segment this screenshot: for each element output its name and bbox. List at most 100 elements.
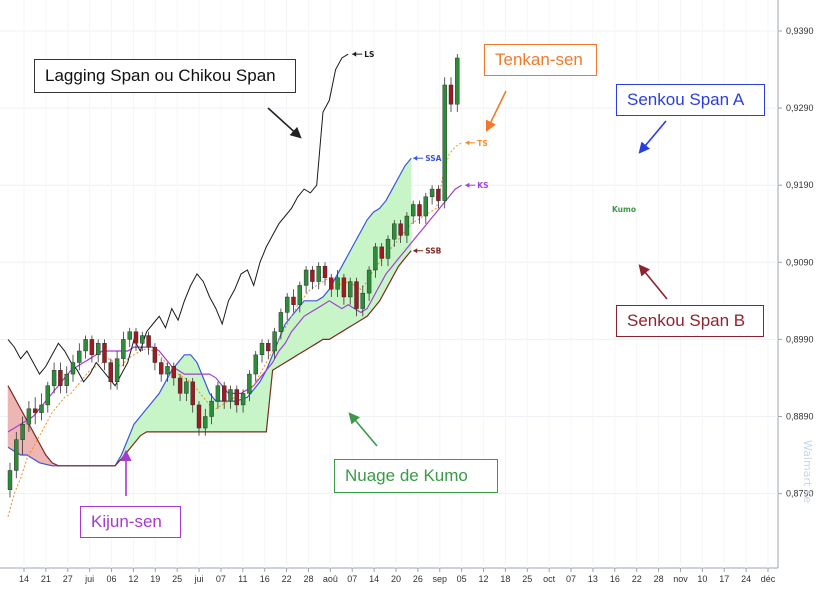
candle-up [297,285,302,305]
candle-up [442,84,447,201]
candle-down [341,277,347,298]
date-tick-label: 28 [654,574,664,584]
line-tags: TS KS SSA SSB LS Kumo [352,50,636,256]
candle-up [303,269,309,286]
date-tick-label: 16 [610,574,620,584]
candle-down [190,381,195,406]
candle-up [203,416,208,429]
date-tick-label: 20 [391,574,401,584]
ssb-tag-arrow-icon [413,248,418,254]
candle-down [417,204,422,217]
candle-up [348,281,353,298]
candle-down [448,84,454,105]
candle-up [45,385,50,406]
candle-up [385,238,391,259]
lagging-arrow [267,107,302,139]
date-tick-label: jui [84,574,94,584]
candle-up [127,331,132,340]
candle-up [70,362,76,375]
ls-tag-arrow-icon [352,51,357,57]
date-tick-label: 27 [63,574,73,584]
candle-up [373,246,378,271]
indicator-lines [7,53,462,517]
candle-up [83,339,88,352]
candle-up [360,292,365,309]
candle-up [77,350,82,363]
ls-tag-label: LS [364,50,374,59]
date-tick-label: jui [194,574,204,584]
candle-up [26,408,32,425]
date-tick-label: 05 [457,574,467,584]
candle-up [392,223,397,240]
kumo-arrow [348,412,378,447]
kumo-bull-segment [228,400,236,433]
candle-up [7,470,13,490]
date-tick-label: 12 [128,574,138,584]
kumo-bull-segment [221,400,229,433]
kumo-bull-segment [310,300,317,348]
candle-up [411,204,416,217]
candle-up [423,196,428,217]
candle-down [398,223,403,236]
date-tick-label: 13 [588,574,598,584]
candle-down [354,281,359,309]
date-tick-label: 26 [413,574,423,584]
kumo-bull-segment [215,400,223,433]
senkou-span-b-line [7,250,412,467]
candle-down [171,366,177,379]
price-tick-label: 0,9190 [786,180,814,190]
candle-down [102,343,107,363]
candle-down [133,331,139,344]
date-tick-label: 06 [107,574,117,584]
ts-tag-label: TS [477,139,488,148]
price-tick-label: 0,9290 [786,103,814,113]
date-tick-label: 07 [566,574,576,584]
date-tick-label: déc [761,574,776,584]
kumo-bull-segment [316,296,324,344]
candle-down [322,265,328,278]
kumo-bull-segment [158,381,166,433]
watermark-text: Walmart Ke [801,440,814,504]
date-tick-label: 12 [479,574,489,584]
price-tick-label: 0,9090 [786,257,814,267]
ssa-tag-label: SSA [425,154,441,163]
candle-up [259,343,265,356]
price-axis: 0,9390 0,9290 0,9190 0,9090 0,8990 0,8890 0,87… [778,26,814,499]
senkou-a-arrow [638,120,667,154]
candle-up [240,393,246,406]
candle-down [146,335,151,348]
candle-down [329,277,334,290]
candle-up [404,215,410,236]
candle-down [234,389,240,406]
candle-up [253,354,258,375]
date-tick-label: aoû [323,574,338,584]
senkou-span-a-callout: Senkou Span A [616,84,765,116]
candle-up [272,331,277,352]
date-tick-label: nov [673,574,688,584]
candle-up [228,389,233,402]
candle-up [366,269,372,294]
candle-down [196,404,202,429]
candle-up [247,373,252,394]
candle-up [39,404,44,413]
kumo-label: Kumo [612,205,636,214]
kumo-bull-segment [253,381,261,433]
candlesticks [7,54,460,498]
price-tick-label: 0,8790 [786,489,814,499]
candle-down [310,269,315,282]
candle-up [51,370,57,386]
candle-down [33,408,38,413]
candle-down [221,385,227,402]
candle-up [285,296,290,313]
price-tick-label: 0,8890 [786,412,814,422]
kumo-bull-segment [297,300,305,356]
candle-down [58,370,63,386]
date-tick-label: 16 [260,574,270,584]
date-tick-label: 07 [347,574,357,584]
ks-tag-arrow-icon [465,182,470,188]
candle-down [379,246,384,259]
candle-up [140,335,145,344]
kijun-sen-callout: Kijun-sen [80,506,181,538]
candle-up [455,57,460,105]
candle-down [177,377,183,394]
